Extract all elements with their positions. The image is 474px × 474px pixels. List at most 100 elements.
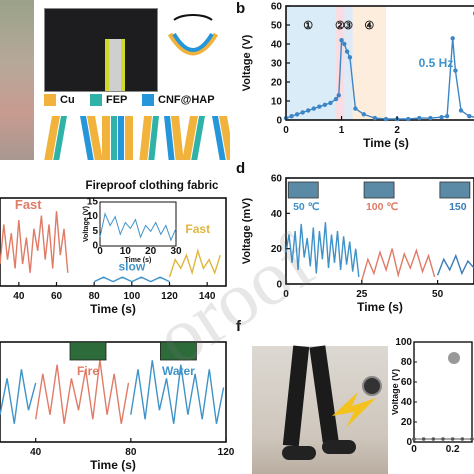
x-tick-label: 2	[394, 125, 400, 136]
inset-x-tick-label: 10	[120, 246, 132, 257]
data-point	[450, 437, 455, 441]
y-tick-label: 20	[401, 417, 413, 428]
data-point	[342, 41, 347, 47]
condition-label: Fire	[77, 364, 99, 378]
data-point	[406, 116, 411, 122]
inset-series-line	[99, 212, 177, 242]
series-line-2	[168, 248, 221, 278]
series-line-0	[0, 369, 37, 424]
y-tick-label: 60	[401, 377, 413, 388]
y-tick-label: 20	[271, 244, 283, 255]
data-point	[458, 108, 464, 113]
stage-band-0	[286, 6, 336, 120]
x-tick-label: 120	[218, 447, 235, 458]
frequency-annotation: 0.5 Hz	[419, 56, 454, 70]
inset-x-axis-label: Time (s)	[125, 257, 152, 264]
legend-label-cu: Cu	[60, 94, 75, 106]
x-tick-label: 0	[283, 289, 289, 300]
data-point	[467, 114, 472, 119]
x-tick-label: 40	[13, 291, 25, 302]
y-tick-label: 100	[395, 337, 412, 348]
stage-band-2	[344, 6, 353, 120]
data-point	[431, 437, 436, 441]
y-tick-label: 10	[271, 97, 283, 108]
fep-swatch	[90, 94, 102, 106]
chart-e: 40 80 120 Time (s) Fire Water	[0, 341, 235, 472]
data-point	[306, 108, 311, 113]
data-point	[421, 437, 426, 441]
shoe-left	[282, 446, 316, 460]
speed-annotation: Fast	[185, 222, 210, 236]
inset-y-tick-label: 15	[87, 197, 99, 208]
y-axis-label: Voltage (V)	[241, 34, 253, 91]
fabric-photo	[69, 341, 107, 361]
x-tick-label: 120	[161, 291, 178, 302]
temperature-label: 50 ℃	[293, 201, 320, 213]
x-tick-label: 60	[51, 291, 63, 302]
y-tick-label: 60	[271, 174, 283, 185]
stage-band-3	[352, 6, 386, 120]
material-legend: Cu FEP CNF@HAP	[44, 94, 230, 112]
inset-y-tick-label: 5	[92, 226, 98, 237]
stage-label: ②	[335, 20, 345, 32]
inset-x-tick-label: 0	[97, 246, 103, 257]
data-point	[344, 49, 350, 54]
plot-frame	[0, 197, 227, 287]
data-point	[450, 36, 455, 41]
plot-frame	[285, 177, 474, 285]
data-point	[470, 437, 474, 441]
y-tick-label: 60	[271, 2, 283, 13]
inset-frame	[99, 201, 177, 247]
series-line-0	[285, 222, 360, 277]
x-axis-label: Time (s)	[90, 458, 136, 472]
stage-label: ④	[364, 20, 374, 32]
data-point	[294, 112, 300, 117]
x-tick-label: 0	[283, 125, 289, 136]
x-tick-label: 0	[411, 444, 417, 455]
data-point	[460, 437, 465, 441]
data-point	[441, 437, 445, 441]
stage-label: ②	[473, 9, 474, 21]
panel-letter-f: f	[236, 318, 241, 335]
legend-label-fep: FEP	[106, 94, 128, 106]
y-tick-label: 0	[276, 116, 282, 127]
data-point	[300, 110, 305, 115]
x-tick-label: 50	[432, 289, 444, 300]
series-line-1	[35, 360, 130, 424]
heater-photo	[439, 181, 471, 199]
x-axis-label: Time (s)	[90, 302, 136, 316]
cu-swatch	[44, 94, 56, 106]
panel-letter-d: d	[236, 160, 246, 177]
stage-label: ③	[343, 20, 353, 32]
data-point	[353, 106, 358, 111]
speed-annotation: slow	[118, 260, 145, 274]
y-tick-label: 0	[406, 437, 412, 448]
y-tick-label: 40	[401, 397, 413, 408]
y-tick-label: 50	[271, 21, 283, 32]
stage-label: ①	[303, 20, 313, 32]
chart-d: 0 25 50 0 20 40 60 Time (s) Voltage (mV) 50 ℃ 100 …	[241, 174, 474, 314]
inset-x-tick-label: 20	[145, 246, 157, 257]
inset-y-tick-label: 10	[87, 211, 99, 222]
x-axis-label: Time (s)	[357, 300, 403, 314]
data-point	[333, 96, 339, 102]
x-tick-label: 1	[339, 125, 345, 136]
data-point	[336, 93, 341, 98]
data-point	[383, 116, 389, 122]
series-line-1	[93, 276, 170, 283]
panel-a: Cu FEP CNF@HAP	[0, 0, 230, 170]
x-tick-label: 25	[356, 289, 368, 300]
layer-schematics	[44, 116, 230, 160]
x-tick-label: 0.2	[446, 444, 460, 455]
led-bulb-icon	[362, 376, 382, 396]
y-axis-label: Voltage (mV)	[241, 197, 253, 264]
panel-f-photo	[252, 345, 388, 474]
y-tick-label: 80	[401, 357, 413, 368]
cnfhap-swatch	[142, 94, 154, 106]
data-point	[317, 104, 322, 109]
fabric-photo	[0, 0, 34, 160]
x-tick-label: 40	[30, 447, 42, 458]
data-point	[339, 38, 344, 43]
x-axis-label: Time (s)	[363, 136, 409, 150]
